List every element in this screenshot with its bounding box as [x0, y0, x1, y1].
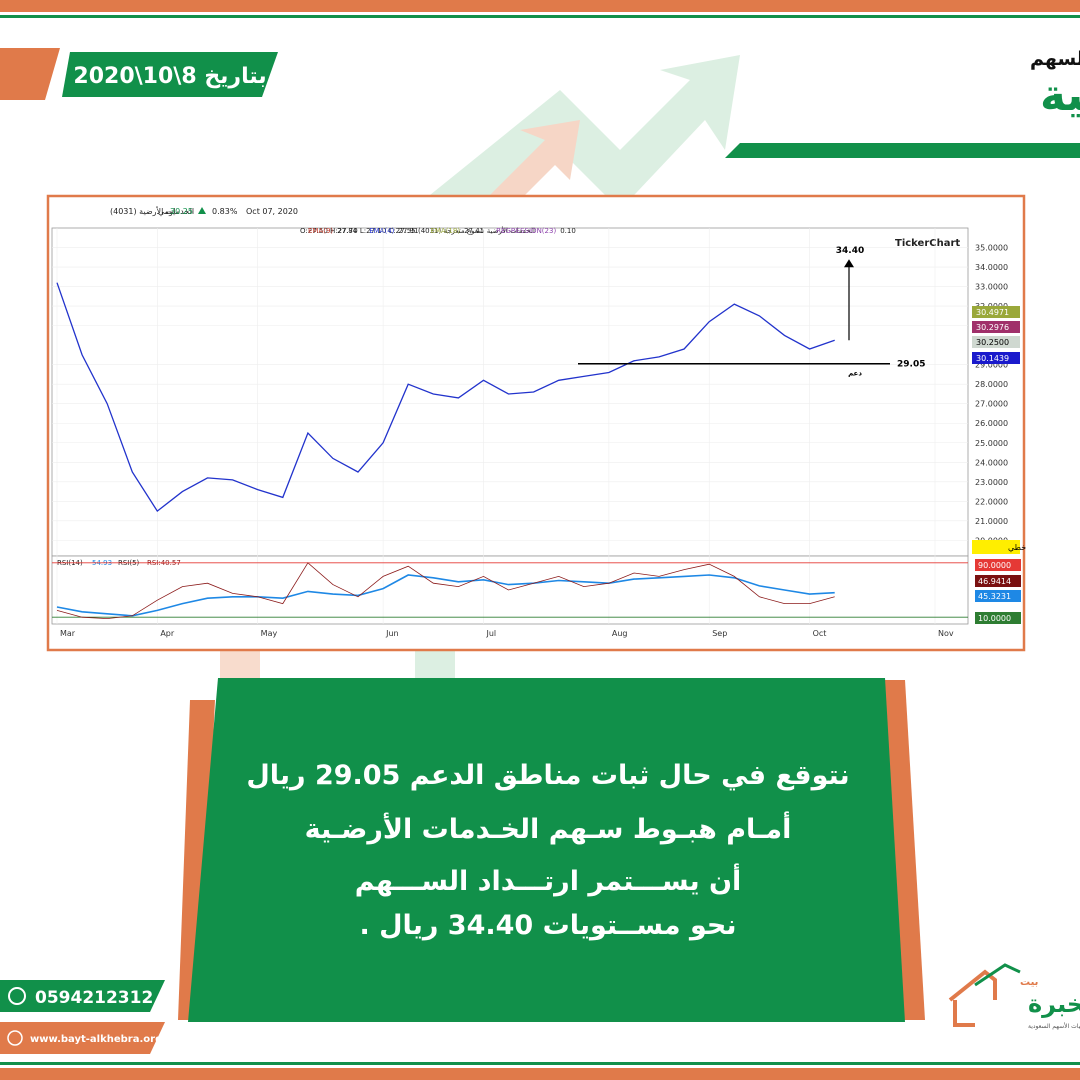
globe-icon — [7, 1030, 23, 1046]
date: بتاريخ 8\10\2020 — [73, 64, 266, 89]
y-tick-label: 34.0000 — [975, 263, 1008, 272]
top-stripe — [0, 0, 1080, 12]
brand: TickerChart — [895, 238, 960, 249]
indicator-name: EMA(9) — [308, 227, 333, 235]
message-panel — [188, 678, 905, 1022]
message-line: أن يســـتمر ارتـــداد الســـهم — [355, 863, 742, 897]
x-tick-label: Mar — [60, 629, 76, 638]
watermark-arrow — [490, 120, 580, 210]
indicator-value: 27.84 — [337, 227, 358, 235]
y-tick-label: 27.0000 — [975, 400, 1008, 409]
indicator-name: EMA(4) — [369, 227, 394, 235]
y-tick-label: 23.0000 — [975, 478, 1008, 487]
rsi-tag — [975, 590, 1021, 602]
price-line — [56, 282, 835, 513]
rsi-tag-label: 10.0000 — [978, 614, 1011, 623]
x-tick-label: May — [261, 629, 278, 638]
target-label: 34.40 — [836, 246, 864, 256]
up-triangle — [198, 207, 206, 214]
scale-mode: خطي — [1008, 543, 1026, 552]
price-tag-label: 30.1439 — [976, 354, 1009, 363]
logo-tagline: للتوصيات الأسهم السعودية — [1028, 1022, 1080, 1030]
y-tick-label: 35.0000 — [975, 244, 1008, 253]
x-tick-label: Jun — [385, 629, 399, 638]
rsi-line — [56, 562, 835, 620]
y-tick-label: 33.0000 — [975, 283, 1008, 292]
y-tick-label: 24.0000 — [975, 458, 1008, 467]
message-line: نتوقع في حال ثبات مناطق الدعم 29.05 ريال — [246, 760, 849, 791]
price-tag — [972, 336, 1020, 348]
indicator-name: REGRESSION(23) — [496, 227, 556, 235]
price-tag-label: 30.2500 — [976, 338, 1009, 347]
logo-name: الخبرة — [1028, 990, 1080, 1018]
y-tick-label: 26.0000 — [975, 419, 1008, 428]
last-price: 30.25 — [170, 207, 193, 216]
message-line: نحو مســتويات 34.40 ريال . — [359, 910, 736, 941]
y-tick-label: 21.0000 — [975, 517, 1008, 526]
x-tick-label: Jul — [485, 629, 496, 638]
header-accent — [0, 48, 60, 100]
phone: 0594212312 — [35, 988, 153, 1008]
whatsapp-icon — [8, 987, 26, 1005]
message-line: أمـام هبـوط سـهم الخـدمات الأرضـية — [305, 811, 792, 845]
rsi-line — [56, 574, 835, 617]
x-tick-label: Apr — [160, 629, 175, 638]
indicator-value: 27.91 — [398, 227, 418, 235]
stock-name: الخدمات الأرضية (4031) — [110, 206, 194, 216]
price-tag — [972, 321, 1020, 333]
price-tag — [972, 352, 1020, 364]
scale-mode-tag — [972, 540, 1020, 554]
rsi-tag-label: 46.9414 — [978, 577, 1011, 586]
title: الخدمات الأرضية — [1040, 68, 1080, 121]
rsi-tag — [975, 612, 1021, 624]
bottom-stripe — [0, 1068, 1080, 1080]
rsi-tag-label: 45.3231 — [978, 592, 1011, 601]
target-arrowhead — [844, 259, 854, 268]
price-tag-label: 30.2976 — [976, 323, 1009, 332]
ohlc: الخدمات الأرضية شموع متعرجة (4031) O:27.… — [300, 226, 535, 235]
title-underline — [725, 143, 1080, 158]
support-value: 29.05 — [897, 360, 925, 370]
price-tag-label: 30.4971 — [976, 308, 1009, 317]
y-tick-label: 28.0000 — [975, 380, 1008, 389]
price-tag — [972, 306, 1020, 318]
indicator-value: 0.10 — [560, 227, 576, 235]
indicator-value: 27.41 — [464, 227, 484, 235]
logo-arrow — [974, 963, 1021, 987]
indicator-name: EMA(18) — [430, 227, 460, 235]
phone-bar — [0, 980, 165, 1012]
panel-accent — [178, 700, 215, 1020]
top-stripe — [0, 15, 1080, 18]
x-tick-label: Nov — [938, 629, 954, 638]
y-tick-label: 22.0000 — [975, 497, 1008, 506]
subtitle: التحليل الفني لسهم — [1030, 48, 1080, 70]
bottom-stripe — [0, 1062, 1080, 1065]
chart-date: Oct 07, 2020 — [246, 207, 298, 216]
y-tick-label: 25.0000 — [975, 439, 1008, 448]
change: 0.83% — [212, 207, 238, 216]
rsi-tag-label: 90.0000 — [978, 561, 1011, 570]
logo-wall — [953, 1000, 975, 1027]
website: www.bayt-alkhebra.org — [30, 1034, 162, 1045]
date-badge — [62, 52, 278, 97]
price-pane — [51, 227, 969, 557]
x-tick-label: Sep — [712, 629, 727, 638]
support-label: دعم — [848, 370, 862, 378]
logo-top: بيت — [1020, 977, 1038, 988]
rsi-tag — [975, 575, 1021, 587]
y-tick-label: 29.0000 — [975, 361, 1008, 370]
period: يومي — [158, 207, 175, 216]
x-tick-label: Oct — [813, 629, 827, 638]
website-bar — [0, 1022, 165, 1054]
rsi-tag — [975, 559, 1021, 571]
x-tick-label: Aug — [612, 629, 628, 638]
